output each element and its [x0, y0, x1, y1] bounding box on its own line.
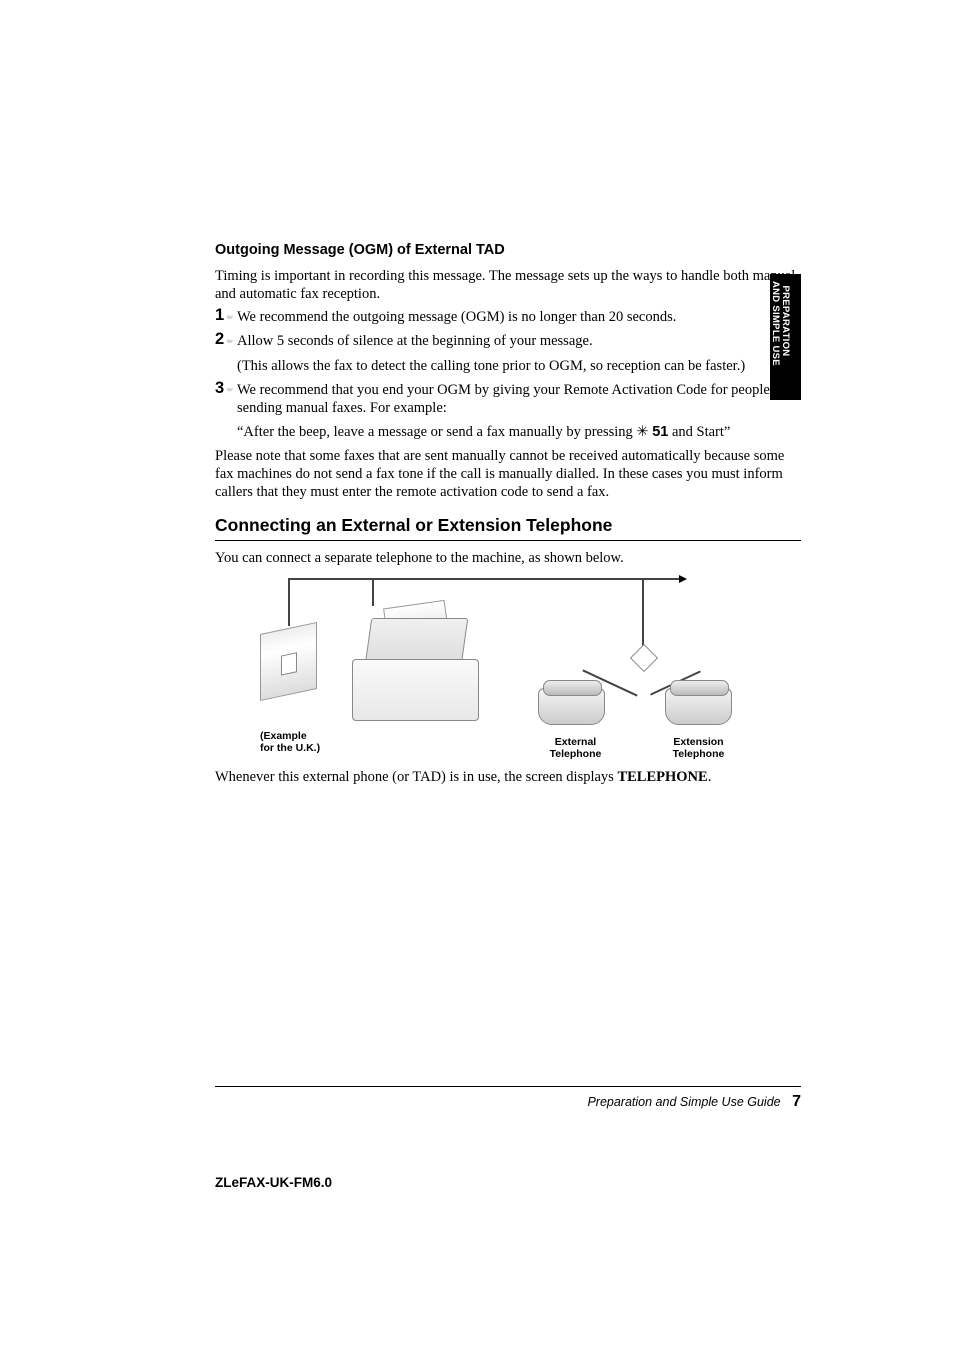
ogm-heading: Outgoing Message (OGM) of External TAD: [215, 242, 801, 258]
step-3-text: We recommend that you end your OGM by gi…: [237, 381, 801, 417]
splitter-icon: [630, 643, 658, 671]
step-num-1: 1: [215, 306, 224, 325]
external-line2: Telephone: [550, 748, 602, 760]
example-line1: (Example: [260, 730, 307, 742]
wire-left: [288, 578, 290, 626]
footer-title: Preparation and Simple Use Guide: [587, 1095, 780, 1109]
activation-code: 51: [652, 424, 668, 440]
footer: Preparation and Simple Use Guide 7: [215, 1086, 801, 1111]
ogm-intro: Timing is important in recording this me…: [215, 267, 801, 303]
star-icon: ✳: [636, 424, 648, 440]
step-1-text: We recommend the outgoing message (OGM) …: [237, 308, 801, 326]
example-line2: for the U.K.): [260, 742, 320, 754]
step-3-quote: “After the beep, leave a message or send…: [237, 423, 801, 441]
extension-line2: Telephone: [673, 748, 725, 760]
doc-code: ZLeFAX-UK-FM6.0: [215, 1175, 801, 1190]
closing-before: Whenever this external phone (or TAD) is…: [215, 769, 617, 785]
step-num-3: 3: [215, 379, 224, 398]
step-2-sub: (This allows the fax to detect the calli…: [237, 357, 801, 375]
wire-top: [288, 578, 683, 580]
wire-mid: [372, 578, 374, 606]
connecting-intro: You can connect a separate telephone to …: [215, 549, 801, 567]
ogm-note: Please note that some faxes that are sen…: [215, 447, 801, 501]
extension-line1: Extension: [673, 736, 723, 748]
wall-jack-icon: [260, 621, 317, 700]
step-2: 2 Allow 5 seconds of silence at the begi…: [237, 332, 801, 350]
page: PREPARATIONAND SIMPLE USE Outgoing Messa…: [0, 0, 954, 1351]
closing-after: .: [708, 769, 712, 785]
connecting-heading: Connecting an External or Extension Tele…: [215, 515, 801, 541]
external-telephone-icon: [538, 688, 605, 725]
step-num-2: 2: [215, 330, 224, 349]
step-1: 1 We recommend the outgoing message (OGM…: [237, 308, 801, 326]
connecting-closing: Whenever this external phone (or TAD) is…: [215, 768, 801, 786]
extension-telephone-icon: [665, 688, 732, 725]
label-example: (Example for the U.K.): [260, 730, 320, 754]
wire-arrow-icon: [679, 575, 687, 583]
label-external-telephone: External Telephone: [543, 736, 608, 760]
quote-before: “After the beep, leave a message or send…: [237, 424, 636, 440]
fax-machine-icon: [340, 606, 490, 721]
page-number: 7: [792, 1093, 801, 1110]
label-extension-telephone: Extension Telephone: [666, 736, 731, 760]
connection-diagram: (Example for the U.K.) External Telephon…: [260, 578, 715, 758]
step-3: 3 We recommend that you end your OGM by …: [237, 381, 801, 417]
step-2-text: Allow 5 seconds of silence at the beginn…: [237, 332, 801, 350]
external-line1: External: [555, 736, 596, 748]
wire-right: [642, 578, 644, 653]
quote-after: and Start”: [672, 424, 730, 440]
closing-bold: TELEPHONE: [617, 769, 707, 785]
